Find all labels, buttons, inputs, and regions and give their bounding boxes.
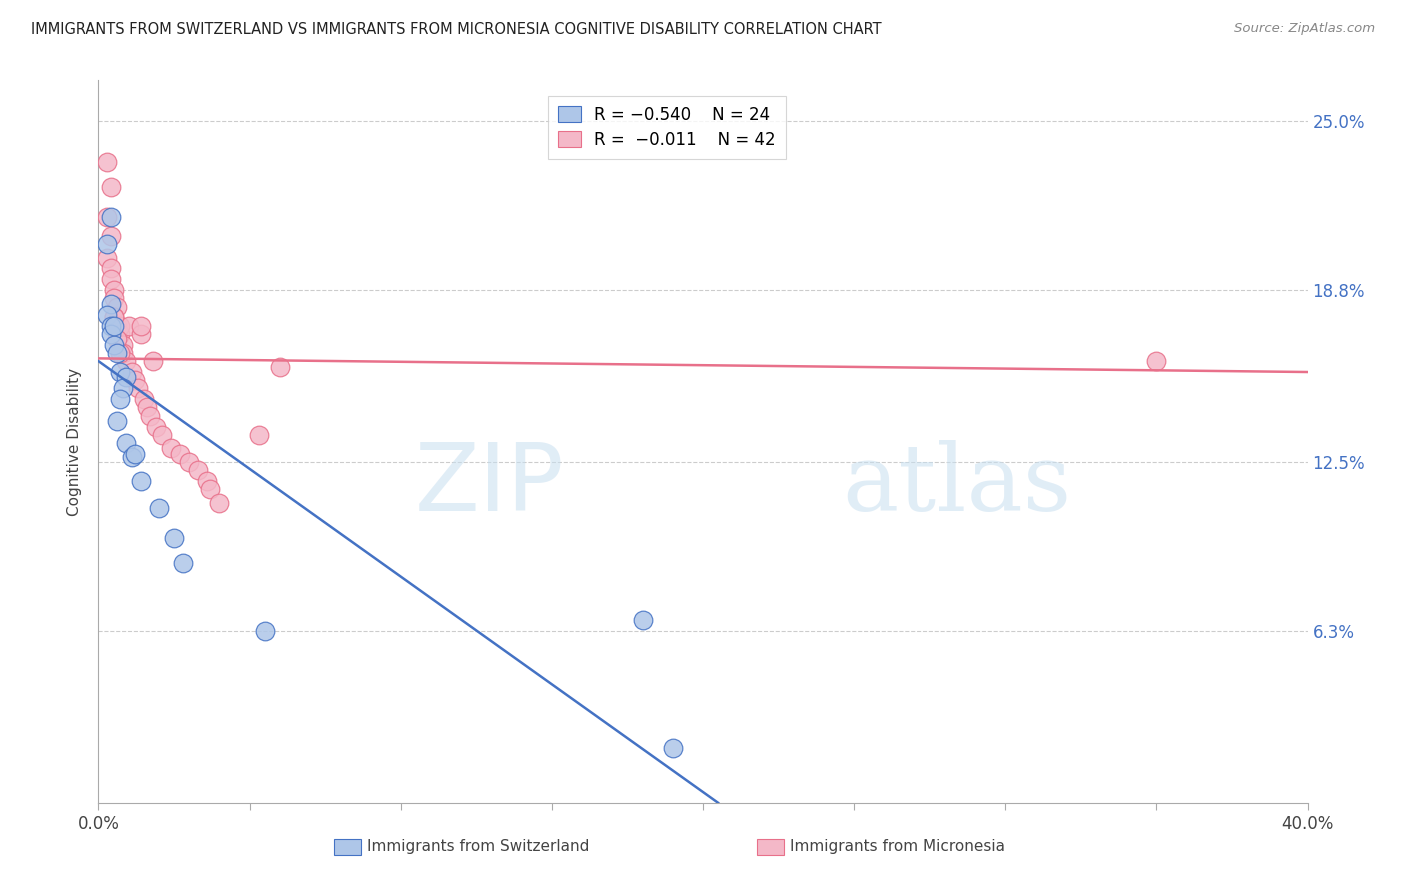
Point [121,365,143,379]
Point [160,442,183,456]
Point [111,381,134,395]
Point [100,261,122,276]
Point [179,455,201,469]
Point [100,179,122,194]
Point [631,613,654,627]
Point [111,346,134,360]
Point [118,318,141,333]
Text: ZIP: ZIP [415,439,564,531]
Point [105,332,128,346]
Point [100,272,122,286]
Point [269,359,291,374]
Point [127,381,149,395]
Bar [758,838,785,855]
Point [100,297,122,311]
Text: IMMIGRANTS FROM SWITZERLAND VS IMMIGRANTS FROM MICRONESIA COGNITIVE DISABILITY C: IMMIGRANTS FROM SWITZERLAND VS IMMIGRANT… [31,22,882,37]
Point [114,436,136,450]
Point [103,310,125,325]
Point [103,337,125,351]
Point [96,308,118,322]
Point [135,401,157,415]
Point [100,326,122,341]
Point [114,354,136,368]
Text: Immigrants from Switzerland: Immigrants from Switzerland [367,838,589,854]
Point [108,318,131,333]
Point [103,318,125,333]
Point [150,427,173,442]
Point [96,236,118,251]
Point [100,210,122,224]
Point [96,251,118,265]
Point [169,447,191,461]
Point [103,283,125,297]
Point [129,474,152,488]
Point [142,354,165,368]
Point [172,556,194,570]
Point [139,409,162,423]
Point [247,427,270,442]
Point [100,318,122,333]
Point [661,741,683,756]
Point [208,496,231,510]
Bar [335,838,361,855]
Point [124,373,146,387]
Point [253,624,276,638]
Point [96,155,118,169]
Legend: R = −0.540    N = 24, R =  −0.011    N = 42: R = −0.540 N = 24, R = −0.011 N = 42 [547,95,786,159]
Point [96,210,118,224]
Point [108,346,131,360]
Point [132,392,155,407]
Point [121,450,143,464]
Point [103,292,125,306]
Point [114,370,136,384]
Point [129,318,152,333]
Point [1144,354,1167,368]
Point [187,463,209,477]
Text: Source: ZipAtlas.com: Source: ZipAtlas.com [1234,22,1375,36]
Point [129,326,152,341]
Point [200,482,222,496]
Point [111,337,134,351]
Point [105,318,128,333]
Point [148,501,170,516]
Point [163,532,186,546]
Point [108,392,131,407]
Point [124,447,146,461]
Point [105,414,128,428]
Point [103,310,125,325]
Point [100,228,122,243]
Y-axis label: Cognitive Disability: Cognitive Disability [67,368,83,516]
Point [105,300,128,314]
Point [195,474,218,488]
Point [108,365,131,379]
Point [145,419,167,434]
Text: Immigrants from Micronesia: Immigrants from Micronesia [790,838,1005,854]
Text: atlas: atlas [842,440,1071,530]
Point [105,346,128,360]
Point [108,326,131,341]
